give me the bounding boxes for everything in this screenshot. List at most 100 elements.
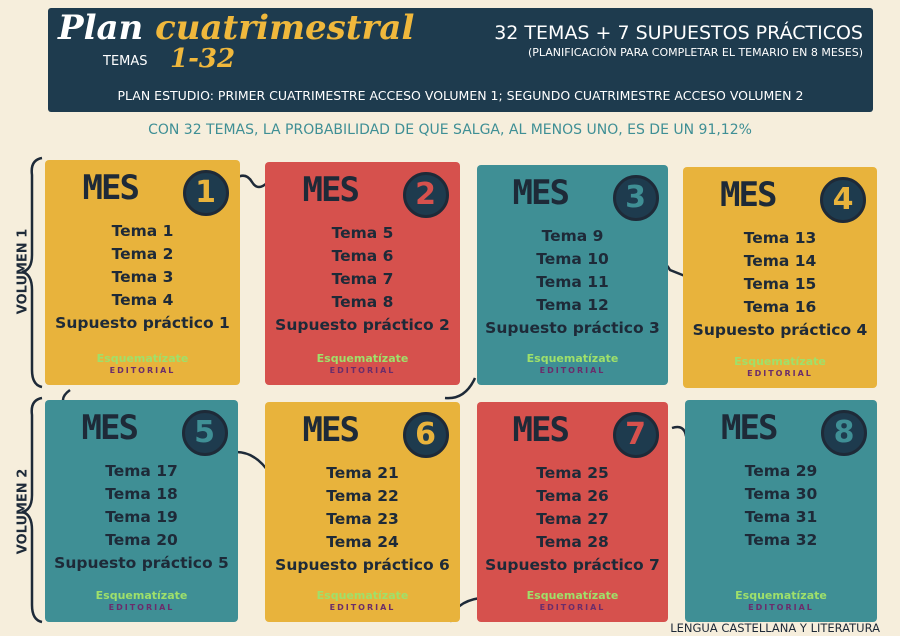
brand-sub: EDITORIAL	[108, 603, 175, 612]
brand-sub: EDITORIAL	[329, 366, 396, 375]
topic: Supuesto práctico 1	[55, 314, 230, 332]
topic: Tema 12	[536, 296, 609, 314]
topic: Tema 30	[744, 485, 818, 503]
brand: Esquematízate EDITORIAL	[265, 353, 460, 377]
footer: LENGUA CASTELLANA Y LITERATURA	[670, 621, 880, 635]
brand: Esquematízate EDITORIAL	[685, 590, 877, 614]
brand: Esquematízate EDITORIAL	[477, 590, 668, 614]
topic: Tema 26	[536, 487, 609, 505]
brand-sub: EDITORIAL	[109, 366, 176, 375]
topic-list: Tema 25 Tema 26 Tema 27 Tema 28 Supuesto prá…	[477, 462, 668, 577]
topic: Tema 29	[744, 462, 818, 480]
month-card: MES 1 Tema 1 Tema 2 Tema 3 Tema 4 Supuesto prá…	[45, 160, 240, 385]
topic: Tema 18	[105, 485, 178, 503]
month-label: MES	[82, 168, 140, 208]
month-card: MES 6 Tema 21 Tema 22 Tema 23 Tema 24 Supuesto…	[265, 402, 460, 622]
brand: Esquematízate EDITORIAL	[477, 353, 668, 377]
topic: Tema 7	[331, 270, 394, 288]
topic: Tema 24	[326, 533, 399, 551]
month-card: MES 3 Tema 9 Tema 10 Tema 11 Tema 12 Supuesto …	[477, 165, 668, 385]
topic: Tema 1	[111, 222, 174, 240]
month-number: 2	[402, 172, 449, 218]
volume-label: VOLUMEN 2	[15, 468, 31, 555]
topic: Tema 8	[331, 293, 394, 311]
topic-list: Tema 13 Tema 14 Tema 15 Tema 16 Supuesto prá…	[683, 227, 877, 342]
month-label: MES	[720, 175, 777, 215]
topic-list: Tema 17 Tema 18 Tema 19 Tema 20 Supuesto prá…	[45, 460, 238, 575]
topic-list: Tema 1 Tema 2 Tema 3 Tema 4 Supuesto práctic…	[45, 220, 240, 335]
topic: Tema 17	[105, 462, 178, 480]
right-title: 32 TEMAS + 7 SUPUESTOS PRÁCTICOS	[494, 22, 863, 44]
arrow	[235, 174, 269, 189]
topic: Tema 23	[326, 510, 399, 528]
month-card: MES 8 Tema 29 Tema 30 Tema 31 Tema 32 Esquemat…	[685, 400, 877, 622]
title-plan: Plan	[58, 8, 144, 48]
topic: Tema 32	[744, 531, 818, 549]
brand: Esquematízate EDITORIAL	[265, 590, 460, 614]
brand-name: Esquematízate	[735, 589, 827, 602]
month-number: 5	[181, 410, 228, 456]
month-number: 4	[820, 177, 866, 223]
topic: Supuesto práctico 7	[485, 556, 660, 574]
month-label: MES	[512, 173, 570, 213]
brand-sub: EDITORIAL	[539, 603, 606, 612]
topic: Tema 19	[105, 508, 178, 526]
month-number: 6	[402, 412, 449, 458]
brand-name: Esquematízate	[316, 352, 409, 365]
temas-range: 1-32	[170, 44, 236, 74]
topic: Tema 20	[105, 531, 178, 549]
right-subtitle: (PLANIFICACIÓN PARA COMPLETAR EL TEMARIO…	[527, 46, 863, 59]
brand-name: Esquematízate	[526, 589, 619, 602]
brand-name: Esquematízate	[734, 355, 826, 368]
topic: Tema 9	[541, 227, 604, 245]
topic: Supuesto práctico 6	[275, 556, 450, 574]
brand: Esquematízate EDITORIAL	[683, 356, 877, 380]
bracket-2	[21, 396, 43, 624]
month-label: MES	[302, 410, 360, 450]
topic: Supuesto práctico 2	[275, 316, 450, 334]
arrow	[444, 377, 477, 400]
topic: Tema 11	[536, 273, 609, 291]
topic: Tema 6	[331, 247, 394, 265]
topic: Supuesto práctico 5	[54, 554, 229, 572]
brand-name: Esquematízate	[526, 352, 619, 365]
brand-sub: EDITORIAL	[747, 369, 813, 378]
topic: Tema 5	[331, 224, 394, 242]
topic: Tema 22	[326, 487, 399, 505]
topic: Tema 25	[536, 464, 609, 482]
brand-sub: EDITORIAL	[748, 603, 814, 612]
topic: Tema 27	[536, 510, 609, 528]
topic-list: Tema 29 Tema 30 Tema 31 Tema 32	[685, 460, 877, 552]
month-card: MES 4 Tema 13 Tema 14 Tema 15 Tema 16 Supuesto…	[683, 167, 877, 388]
brand-name: Esquematízate	[96, 352, 189, 365]
month-number: 7	[612, 412, 659, 458]
topic: Tema 21	[326, 464, 399, 482]
month-label: MES	[302, 170, 360, 210]
brand-name: Esquematízate	[95, 589, 188, 602]
header: Plan cuatrimestral TEMAS 1-32 32 TEMAS +…	[48, 8, 873, 112]
volume-label: VOLUMEN 1	[15, 228, 31, 315]
probability: CON 32 TEMAS, LA PROBABILIDAD DE QUE SAL…	[148, 122, 752, 138]
topic: Tema 10	[536, 250, 609, 268]
topic: Tema 4	[111, 291, 174, 309]
topic-list: Tema 9 Tema 10 Tema 11 Tema 12 Supuesto prác…	[477, 225, 668, 340]
topic-list: Tema 21 Tema 22 Tema 23 Tema 24 Supuesto prá…	[265, 462, 460, 577]
temas-label: TEMAS	[103, 54, 148, 69]
month-label: MES	[512, 410, 570, 450]
bracket-1	[21, 156, 43, 389]
brand-name: Esquematízate	[316, 589, 409, 602]
topic: Supuesto práctico 4	[692, 321, 868, 339]
topic: Tema 14	[743, 252, 817, 270]
topic: Tema 16	[743, 298, 817, 316]
topic: Tema 31	[744, 508, 818, 526]
topic: Supuesto práctico 3	[485, 319, 660, 337]
month-number: 1	[182, 170, 229, 216]
title-cuatrimestral: cuatrimestral	[155, 8, 415, 48]
month-card: MES 2 Tema 5 Tema 6 Tema 7 Tema 8 Supuesto prá…	[265, 162, 460, 385]
brand-sub: EDITORIAL	[329, 603, 396, 612]
topic: Tema 3	[111, 268, 174, 286]
month-label: MES	[81, 408, 139, 448]
month-label: MES	[721, 408, 778, 448]
month-card: MES 5 Tema 17 Tema 18 Tema 19 Tema 20 Supuesto…	[45, 400, 238, 622]
